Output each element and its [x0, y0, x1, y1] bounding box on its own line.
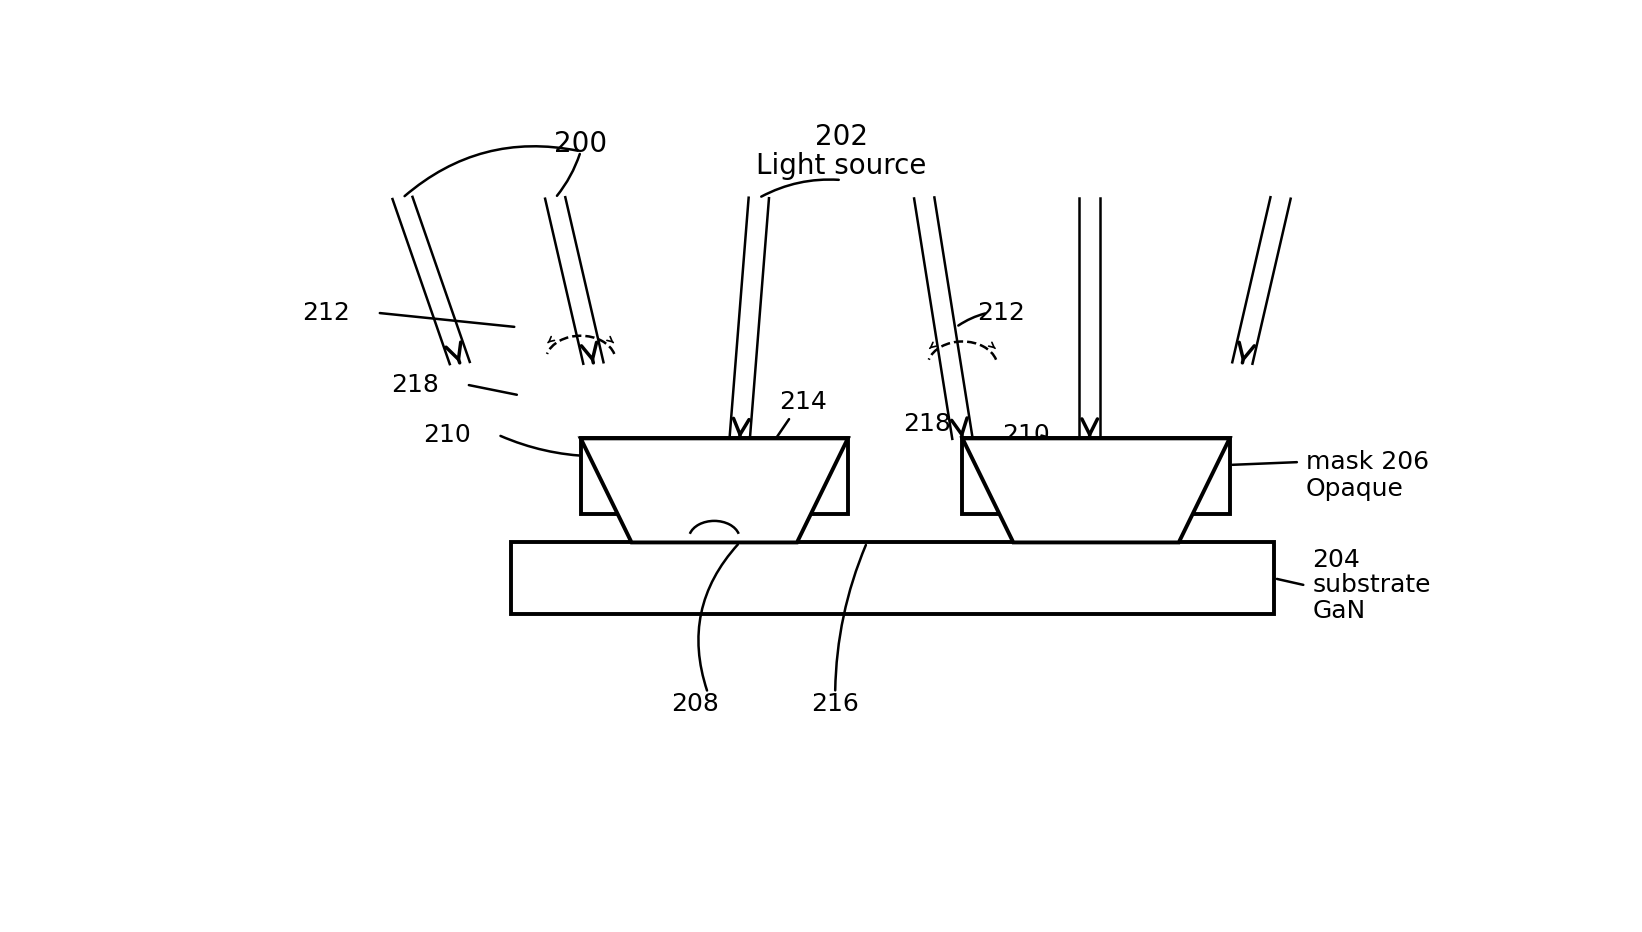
Text: Light source: Light source: [757, 152, 926, 180]
Text: 214: 214: [780, 391, 828, 415]
Bar: [962, 438, 1230, 514]
Text: 202: 202: [814, 123, 869, 151]
Text: 204: 204: [1312, 548, 1360, 572]
Text: mask 206: mask 206: [1305, 450, 1429, 474]
Bar: [581, 438, 847, 514]
Text: 210: 210: [1002, 423, 1049, 446]
Text: substrate: substrate: [1312, 573, 1430, 597]
Polygon shape: [581, 438, 847, 542]
Text: GaN: GaN: [1312, 598, 1366, 623]
Text: 218: 218: [903, 412, 951, 436]
Text: 208: 208: [672, 692, 719, 716]
Text: 212: 212: [302, 301, 350, 324]
Text: Opaque: Opaque: [1305, 476, 1404, 500]
Text: 212: 212: [977, 301, 1025, 324]
Text: 200: 200: [553, 130, 608, 158]
Bar: [511, 542, 1274, 614]
Polygon shape: [962, 438, 1230, 542]
Text: 218: 218: [391, 373, 438, 396]
Text: 210: 210: [424, 423, 471, 446]
Text: 216: 216: [811, 692, 859, 716]
